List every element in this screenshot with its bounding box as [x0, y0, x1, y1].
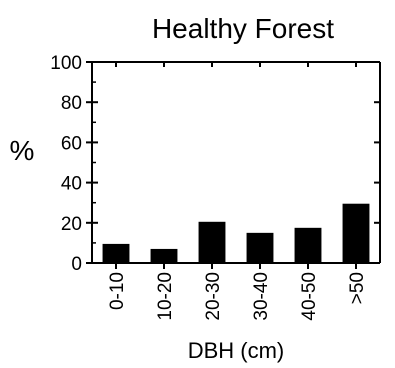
x-tick-label: 40-50: [299, 272, 320, 321]
y-tick-label: 0: [71, 254, 82, 275]
chart-title: Healthy Forest: [152, 13, 334, 44]
x-tick-label: 0-10: [107, 272, 128, 310]
y-tick-label: 40: [61, 174, 82, 195]
bar: [294, 227, 322, 263]
bar: [198, 221, 226, 263]
x-axis-label: DBH (cm): [188, 338, 285, 363]
x-tick-label: 30-40: [251, 272, 272, 321]
y-axis-label: %: [10, 135, 35, 166]
y-tick-label: 20: [61, 214, 82, 235]
y-ticks: 0 20 40 60 80 100: [50, 53, 380, 275]
bar: [342, 203, 370, 263]
x-tick-label: 10-20: [155, 272, 176, 321]
plot-area: [102, 203, 370, 263]
bar: [150, 248, 178, 263]
y-tick-label: 60: [61, 133, 82, 154]
bar: [246, 232, 274, 263]
y-tick-label: 100: [50, 53, 82, 74]
x-ticks: 0-10 10-20 20-30 30-40 40-50 >50: [107, 62, 368, 321]
x-tick-label: 20-30: [203, 272, 224, 321]
bar: [102, 243, 130, 263]
x-tick-label: >50: [347, 272, 368, 304]
y-tick-label: 80: [61, 93, 82, 114]
